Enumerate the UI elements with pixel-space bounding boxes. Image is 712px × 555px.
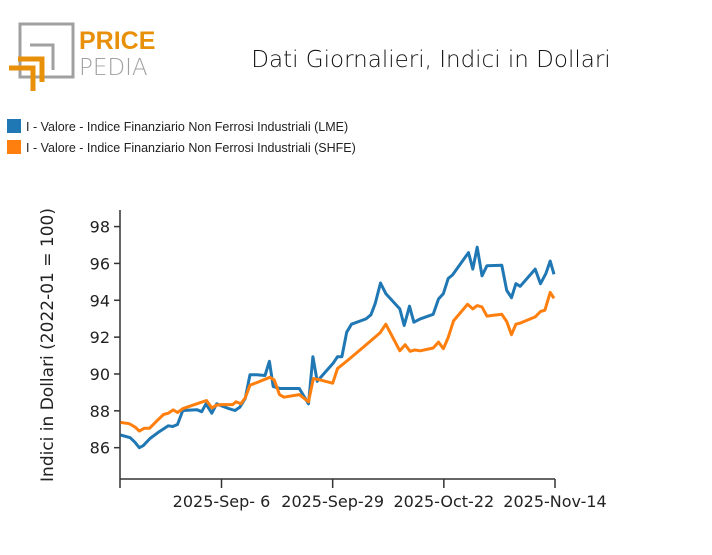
pricepedia-logo: PRICE PEDIA	[9, 22, 155, 91]
legend-label-lme: I - Valore - Indice Finanziario Non Ferr…	[26, 120, 348, 134]
y-tick-label: 98	[90, 218, 110, 237]
y-tick-label: 92	[90, 328, 110, 347]
y-tick-label: 94	[90, 291, 110, 310]
y-axis-title: Indici in Dollari (2022-01 = 100)	[38, 208, 58, 482]
y-tick-label: 90	[90, 365, 110, 384]
series-lines	[120, 245, 556, 450]
legend: I - Valore - Indice Finanziario Non Ferr…	[7, 119, 356, 155]
logo-square-inner	[30, 43, 55, 70]
legend-label-shfe: I - Valore - Indice Finanziario Non Ferr…	[26, 141, 356, 155]
logo-square-outer	[18, 22, 75, 79]
x-tick-label: 2025-Nov-14	[503, 492, 606, 511]
logo-orange-corner-2	[18, 56, 45, 82]
chart-title: Dati Giornalieri, Indici in Dollari	[251, 47, 610, 73]
series-line-shfe	[120, 290, 556, 433]
logo-text-pedia: PEDIA	[79, 55, 148, 81]
series-line-lme	[120, 245, 556, 450]
legend-swatch-lme	[7, 119, 21, 133]
y-tick-label: 86	[90, 439, 110, 458]
logo-text-price: PRICE	[79, 27, 155, 55]
axes: 86 88 90 92 94 96 98 2025-Sep- 6 2025-Sep-29 2025…	[90, 210, 607, 511]
x-tick-label: 2025-Oct-22	[393, 492, 494, 511]
y-tick-label: 96	[90, 254, 110, 273]
x-tick-label: 2025-Sep- 6	[173, 492, 271, 511]
legend-swatch-shfe	[7, 140, 21, 154]
x-tick-label: 2025-Sep-29	[281, 492, 384, 511]
y-tick-label: 88	[90, 402, 110, 421]
logo-orange-corner-1	[9, 65, 36, 91]
